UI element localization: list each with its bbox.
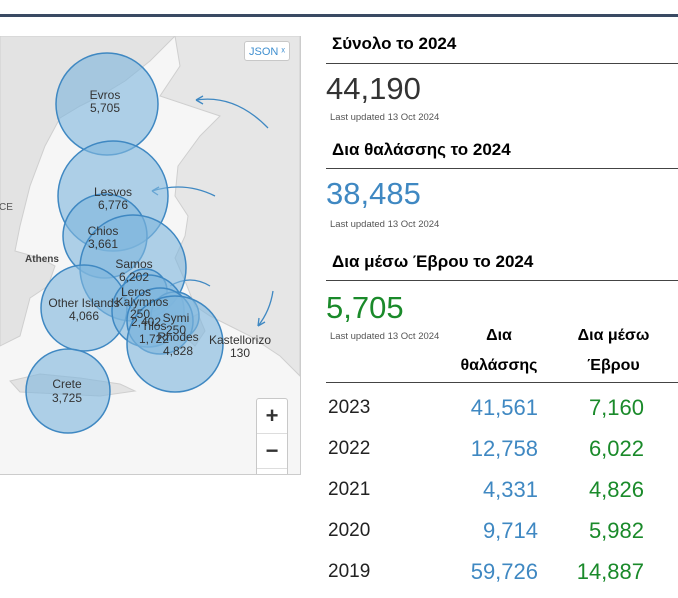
label-tilos-name: Tilos [142,319,167,333]
label-ce: CE [0,202,13,213]
row-year: 2021 [328,479,371,500]
zoom-out-button[interactable]: − [257,434,287,469]
row-sea: 9,714 [482,518,538,543]
label-evros-value: 5,705 [90,101,120,115]
label-chios-name: Chios [88,224,119,238]
row-evros: 6,022 [588,436,644,461]
evros-updated: Last updated 13 Oct 2024 [330,331,440,342]
label-tilos-value: 1,722 [139,332,169,346]
total-value: 44,190 [326,71,421,106]
row-sea: 4,331 [482,477,538,502]
label-athens: Athens [25,254,59,265]
label-lesvos-name: Lesvos [94,185,132,199]
row-sea: 41,561 [470,395,538,420]
divider [326,63,678,64]
row-sea: 12,758 [470,436,538,461]
json-button[interactable]: JSON ˣ [244,41,290,61]
row-evros: 14,887 [576,559,644,584]
bubble-crete[interactable] [25,348,111,434]
divider [326,382,678,383]
label-evros-name: Evros [90,88,121,102]
col-header-evros-line1: Δια μέσω [577,327,650,344]
row-year: 2019 [328,561,371,582]
label-rhodes-value: 4,828 [163,344,193,358]
row-year: 2022 [328,438,371,459]
map-canvas[interactable]: Evros 5,705 Lesvos 6,776 Chios 3,661 Sam… [0,36,300,474]
row-year: 2023 [328,397,371,418]
label-symi-value: 250 [166,323,186,337]
island-bubbles[interactable] [25,52,224,434]
col-header-sea-line2: θαλάσσης [460,357,538,374]
table-row: 2020 9,714 5,982 [326,515,678,555]
row-evros: 4,826 [588,477,644,502]
label-samos-value: 6,202 [119,270,149,284]
sea-updated: Last updated 13 Oct 2024 [330,219,440,230]
table-row: 2019 59,726 14,887 [326,556,678,596]
reset-view-button[interactable]: ▲▼ [257,469,287,474]
bubble-rhodes[interactable] [126,295,224,393]
label-leros-name: Leros [121,285,151,299]
json-button-label: JSON [248,46,279,58]
label-leros-value: 250 [130,307,150,321]
col-header-evros-line2: Έβρου [587,357,640,374]
top-divider [0,14,678,17]
col-header-evros: Δια μέσω Έβρου [566,321,661,381]
row-evros: 5,982 [588,518,644,543]
label-samos-name: Samos [115,257,152,271]
label-kalymnos-value: 2,402 [131,315,161,329]
evros-value: 5,705 [326,290,404,325]
label-other-islands-value: 4,066 [69,309,99,323]
label-lesvos-value: 6,776 [98,198,128,212]
label-crete-value: 3,725 [52,391,82,405]
total-heading: Σύνολο το 2024 [332,34,457,53]
label-crete-name: Crete [52,377,82,391]
zoom-in-button[interactable]: + [257,399,287,434]
label-kastellorizo-value: 130 [230,346,250,360]
evros-heading: Δια μέσω Έβρου το 2024 [332,252,534,271]
col-header-sea: Δια θαλάσσης [454,321,544,381]
arrivals-map[interactable]: Evros 5,705 Lesvos 6,776 Chios 3,661 Sam… [0,36,301,475]
row-year: 2020 [328,520,371,541]
col-header-sea-line1: Δια [486,327,512,344]
table-row: 2023 41,561 7,160 [326,392,678,432]
rss-icon: ˣ [281,46,285,58]
label-kastellorizo-name: Kastellorizo [209,333,271,347]
total-updated: Last updated 13 Oct 2024 [330,112,440,123]
row-sea: 59,726 [470,559,538,584]
label-chios-value: 3,661 [88,237,118,251]
label-symi-name: Symi [163,311,190,325]
sea-value: 38,485 [326,176,421,211]
sea-heading: Δια θαλάσσης το 2024 [332,140,511,159]
divider [326,280,678,281]
label-other-islands-name: Other Islands [48,296,119,310]
divider [326,168,678,169]
zoom-controls: + − ▲▼ [256,398,288,474]
table-row: 2022 12,758 6,022 [326,433,678,473]
label-rhodes-name: Rhodes [157,330,198,344]
row-evros: 7,160 [588,395,644,420]
label-kalymnos-name: Kalymnos [116,295,169,309]
table-row: 2021 4,331 4,826 [326,474,678,514]
